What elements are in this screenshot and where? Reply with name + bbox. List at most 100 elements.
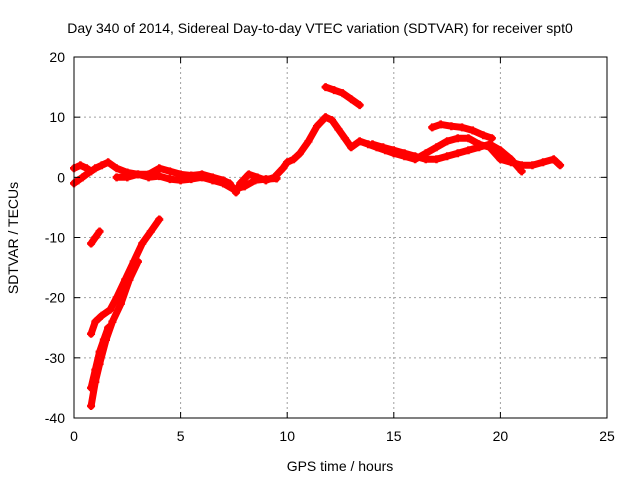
data-point [334, 125, 343, 134]
data-point [432, 143, 441, 152]
y-tick-label: 10 [49, 109, 65, 125]
data-point [112, 173, 121, 182]
data-point [443, 152, 452, 161]
data-point [146, 227, 155, 236]
data-point [330, 86, 339, 95]
data-point [453, 149, 462, 158]
data-point [87, 383, 96, 392]
data-point [91, 164, 100, 173]
y-tick-label: -30 [45, 350, 65, 366]
data-point [133, 257, 142, 266]
data-point [468, 126, 477, 135]
data-point [338, 89, 347, 98]
data-point [261, 175, 270, 184]
data-point [104, 323, 113, 332]
data-point [496, 146, 505, 155]
series-main-track [70, 113, 565, 197]
series-branch-14-20 [368, 140, 526, 176]
data-point [528, 161, 537, 170]
data-point [517, 167, 526, 176]
data-point [155, 172, 164, 181]
y-tick-label: -40 [45, 410, 65, 426]
data-point [347, 143, 356, 152]
series-lower-track [112, 170, 281, 194]
data-point [155, 215, 164, 224]
data-point [507, 155, 516, 164]
data-point [99, 335, 108, 344]
data-point [106, 305, 115, 314]
data-point [347, 95, 356, 104]
data-point [304, 137, 313, 146]
data-point [321, 113, 330, 122]
data-point [87, 401, 96, 410]
y-axis-label: SDTVAR / TECUs [5, 182, 21, 294]
x-tick-label: 10 [279, 428, 295, 444]
data-point [556, 161, 565, 170]
x-tick-label: 5 [177, 428, 185, 444]
data-point [443, 137, 452, 146]
data-point [144, 173, 153, 182]
data-point [355, 137, 364, 146]
data-point [176, 176, 185, 185]
data-point [244, 170, 253, 179]
data-point [464, 146, 473, 155]
data-point [87, 239, 96, 248]
data-point [208, 176, 217, 185]
series-segment-1 [87, 227, 104, 248]
data-point [84, 168, 93, 177]
data-point [116, 299, 125, 308]
data-point [321, 83, 330, 92]
data-point [272, 174, 281, 183]
data-point [165, 167, 174, 176]
data-point [400, 149, 409, 158]
data-point [458, 123, 467, 132]
data-point [155, 164, 164, 173]
data-point [379, 143, 388, 152]
data-point [187, 175, 196, 184]
series-descent-A [87, 215, 164, 338]
data-point [313, 122, 322, 131]
data-point [219, 179, 228, 188]
data-point [475, 143, 484, 152]
y-tick-label: 0 [57, 169, 65, 185]
data-point [240, 182, 249, 191]
data-point [76, 161, 85, 170]
data-point [428, 123, 437, 132]
data-point [464, 134, 473, 143]
data-point [485, 140, 494, 149]
x-axis-label: GPS time / hours [287, 458, 394, 474]
data-point [229, 185, 238, 194]
data-point [549, 155, 558, 164]
series-band [113, 170, 280, 193]
data-point [91, 317, 100, 326]
y-tick-label: 20 [49, 49, 65, 65]
y-tick-label: -20 [45, 290, 65, 306]
grid-lines [74, 57, 607, 418]
data-point [389, 146, 398, 155]
data-point [432, 155, 441, 164]
x-tick-label: 0 [70, 428, 78, 444]
data-point [91, 233, 100, 242]
data-point [133, 170, 142, 179]
data-point [283, 158, 292, 167]
data-point [197, 173, 206, 182]
data-point [411, 152, 420, 161]
data-point [97, 311, 106, 320]
data-point [487, 134, 496, 143]
data-point [125, 275, 134, 284]
data-point [278, 164, 287, 173]
series-band [87, 258, 142, 410]
data-point [355, 101, 364, 110]
data-point [97, 161, 106, 170]
x-tick-label: 25 [599, 428, 615, 444]
data-point [251, 176, 260, 185]
tick-labels: 0 5 10 15 20 25 -40 -30 -20 -10 0 10 20 [45, 49, 615, 444]
x-tick-label: 20 [493, 428, 509, 444]
data-point [453, 134, 462, 143]
data-point [91, 365, 100, 374]
data-point [447, 122, 456, 131]
data-point [436, 120, 445, 129]
data-point [327, 116, 336, 125]
data-point [368, 140, 377, 149]
